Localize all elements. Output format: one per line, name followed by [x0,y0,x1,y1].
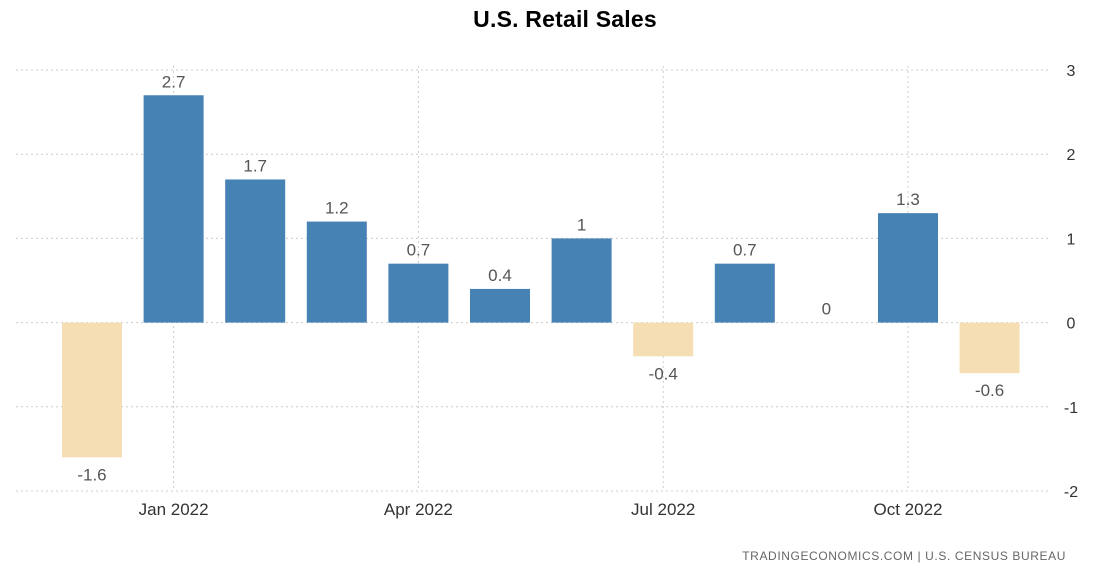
data-label: 1 [577,215,586,234]
data-label: -0.4 [649,364,678,383]
x-tick-label: Oct 2022 [874,500,943,519]
y-tick-label: 1 [1067,231,1076,248]
data-labels: -1.6 2.7 1.7 1.2 0.7 0.4 1 -0.4 0.7 0 1.3 -0.6 [77,72,1004,484]
x-tick-label: Jul 2022 [631,500,695,519]
y-tick-label: 2 [1067,147,1076,164]
bar-nov-2022 [959,322,1020,374]
data-label: 1.3 [896,190,920,209]
data-label: 0.7 [407,241,431,260]
bar-apr-2022 [388,263,449,323]
y-tick-label: -1 [1064,400,1078,417]
bar-feb-2022 [225,179,286,323]
bar-aug-2022 [714,263,775,323]
data-label: 0.7 [733,241,757,260]
y-tick-label: -2 [1064,484,1078,501]
x-axis: Jan 2022 Apr 2022 Jul 2022 Oct 2022 [139,500,943,519]
bar-may-2022 [470,288,530,323]
data-label: 1.7 [243,156,267,175]
data-label: 0 [822,300,831,319]
data-label: 1.2 [325,199,349,218]
bar-oct-2022 [878,213,938,323]
bar-dec-2021 [62,322,122,458]
y-tick-label: 3 [1067,63,1076,80]
bar-jan-2022 [143,95,204,323]
y-axis: 3 2 1 0 -1 -2 [1064,63,1078,501]
data-label: -1.6 [77,465,106,484]
grid-lines [16,66,1050,492]
data-label: 0.4 [488,266,512,285]
bar-jul-2022 [633,322,694,357]
x-tick-label: Jan 2022 [139,500,209,519]
bars [62,95,1020,458]
chart-title: U.S. Retail Sales [473,6,657,32]
x-tick-label: Apr 2022 [384,500,453,519]
bar-jun-2022 [551,238,612,323]
data-label: 2.7 [162,72,186,91]
bar-mar-2022 [306,221,367,323]
data-label: -0.6 [975,381,1004,400]
source-credit: TRADINGECONOMICS.COM | U.S. CENSUS BUREA… [742,549,1066,563]
y-tick-label: 0 [1067,316,1076,333]
